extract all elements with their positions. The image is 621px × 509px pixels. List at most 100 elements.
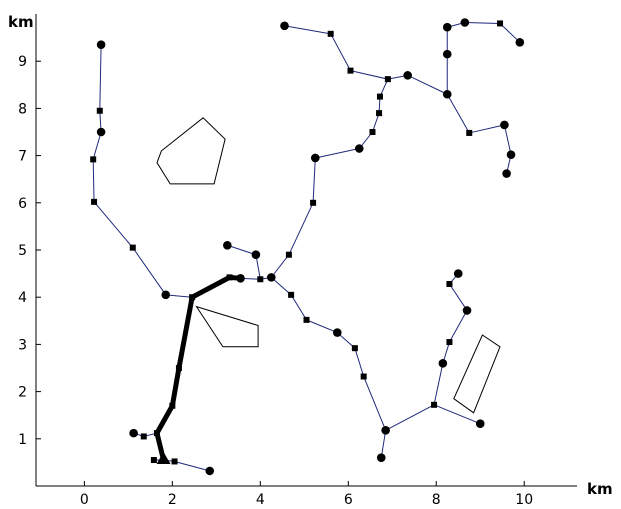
network-edge: [448, 309, 468, 343]
y-tick-label: 4: [18, 290, 27, 306]
node-circle: [453, 269, 463, 278]
network-edge: [312, 157, 316, 204]
node-circle: [475, 419, 485, 428]
network-edge: [165, 294, 193, 298]
network-edge: [270, 276, 292, 296]
network-edge: [330, 33, 351, 72]
node-circle: [376, 453, 386, 462]
network-edge: [174, 460, 211, 472]
x-tick-label: 10: [515, 492, 533, 508]
node-square: [226, 274, 233, 281]
node-square: [140, 433, 147, 440]
main-trunk-edge: [169, 365, 182, 409]
network-edge: [433, 404, 481, 425]
node-circle: [236, 274, 245, 283]
node-square: [153, 430, 160, 437]
node-circle: [460, 18, 470, 27]
node-square: [175, 365, 182, 371]
node-square: [150, 457, 157, 464]
source-triangle: [156, 452, 171, 465]
y-tick-label: 8: [18, 101, 27, 117]
node-circle: [403, 71, 412, 80]
y-tick-label: 1: [18, 432, 27, 448]
y-tick-label: 3: [18, 337, 27, 353]
node-circle: [438, 358, 448, 368]
node-circle: [332, 328, 342, 337]
network-edge: [132, 247, 167, 296]
node-circle: [280, 21, 289, 31]
node-square: [376, 110, 383, 117]
node-circle: [310, 153, 320, 163]
chart-axes: [35, 14, 577, 487]
node-square: [96, 107, 103, 114]
node-square: [90, 156, 97, 163]
obstacle-pentagon: [156, 117, 226, 185]
node-square: [369, 129, 376, 135]
network-edge: [407, 74, 448, 95]
node-square: [257, 276, 264, 283]
obstacle-quadrilateral: [195, 305, 259, 348]
node-square: [91, 198, 98, 205]
node-circle: [462, 306, 472, 315]
network-edge: [385, 404, 435, 431]
node-square: [376, 93, 383, 100]
node-circle: [223, 240, 232, 250]
node-square: [171, 458, 178, 465]
node-square: [446, 339, 453, 346]
network-edge: [314, 148, 360, 159]
network-edge: [380, 429, 387, 459]
network-edge: [468, 124, 505, 134]
node-circle: [502, 169, 511, 178]
node-circle: [442, 49, 452, 59]
network-edge: [349, 70, 389, 80]
node-circle: [515, 38, 525, 47]
network-edge: [306, 319, 338, 334]
node-square: [431, 401, 438, 408]
node-square: [303, 316, 310, 323]
network-edge: [433, 362, 444, 406]
node-circle: [442, 89, 452, 99]
node-circle: [161, 290, 171, 300]
network-edge: [99, 44, 102, 112]
node-circle: [205, 466, 215, 476]
node-circle: [381, 426, 390, 435]
network-edge: [284, 25, 332, 35]
network-edge: [270, 254, 290, 278]
network-edge: [92, 158, 95, 203]
node-circle: [96, 127, 106, 137]
network-edge: [448, 283, 468, 311]
network-edge: [446, 93, 470, 134]
node-square: [288, 291, 295, 298]
main-trunk-edge: [176, 294, 195, 371]
network-edge: [371, 112, 380, 133]
y-tick-label: 2: [18, 385, 27, 401]
node-square: [169, 402, 176, 409]
node-circle: [442, 22, 452, 32]
obstacle-rectangle: [453, 334, 501, 414]
network-edge: [354, 347, 365, 377]
node-square: [129, 244, 136, 251]
network-edge: [226, 244, 257, 256]
network-edge: [363, 375, 387, 431]
node-circle: [129, 428, 138, 438]
node-square: [466, 129, 473, 136]
x-tick-label: 6: [344, 492, 353, 508]
network-nodes: [90, 18, 525, 476]
node-circle: [251, 250, 261, 260]
y-axis-unit-label: km: [8, 13, 34, 31]
x-tick-label: 4: [256, 492, 265, 508]
node-circle: [500, 120, 509, 130]
node-circle: [96, 40, 106, 49]
y-tick-label: 7: [18, 149, 27, 165]
network-edge: [503, 124, 512, 156]
node-square: [285, 251, 292, 258]
node-square: [347, 67, 354, 74]
network-edge: [499, 22, 521, 43]
network-edge: [290, 294, 307, 321]
node-circle: [506, 150, 516, 159]
x-tick-label: 8: [432, 492, 441, 508]
x-tick-label: 2: [168, 492, 177, 508]
node-square: [351, 345, 358, 352]
